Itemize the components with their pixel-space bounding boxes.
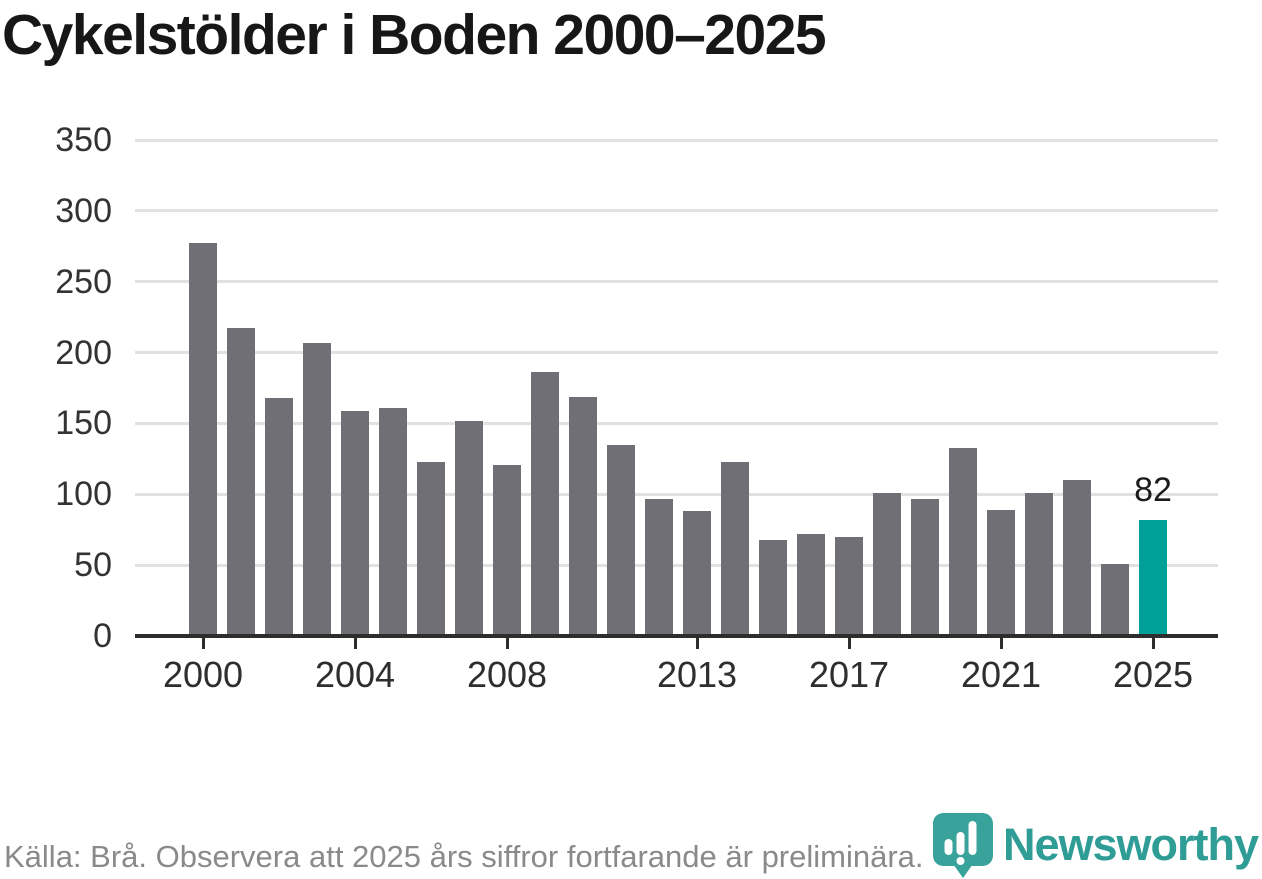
bar-2011: [607, 445, 635, 636]
x-axis-label-2025: 2025: [1112, 654, 1194, 695]
bar-2021: [987, 510, 1015, 636]
y-axis-label: 100: [55, 475, 112, 514]
bar-2015: [759, 540, 787, 636]
logo-bar-tall: [968, 821, 977, 855]
gridline-200: [135, 351, 1218, 355]
bar-2012: [645, 499, 673, 636]
y-axis-label: 150: [55, 404, 112, 443]
x-axis-label-2000: 2000: [162, 654, 244, 695]
bar-2013: [683, 511, 711, 636]
bar-2002: [265, 398, 293, 636]
x-axis-label-2004: 2004: [314, 654, 396, 695]
gridline-350: [135, 138, 1218, 142]
x-axis-tick-2025: [1151, 638, 1155, 649]
bar-2018: [873, 493, 901, 636]
logo-bar-short: [944, 839, 953, 855]
chart-title: Cykelstölder i Boden 2000–2025: [2, 3, 827, 67]
bar-2009: [531, 372, 559, 636]
bar-2006: [417, 462, 445, 636]
gridline-300: [135, 209, 1218, 213]
bar-2010: [569, 397, 597, 636]
bar-2024: [1101, 564, 1129, 636]
newsworthy-logo: Newsworthy: [931, 811, 1259, 879]
x-axis-label-2008: 2008: [466, 654, 548, 695]
y-axis-label: 50: [74, 546, 112, 585]
y-axis-label: 200: [55, 333, 112, 372]
bar-2007: [455, 421, 483, 636]
gridline-100: [135, 492, 1218, 496]
newsworthy-logo-text: Newsworthy: [1003, 819, 1259, 870]
y-axis-label: 300: [55, 191, 112, 230]
bar-2005: [379, 408, 407, 636]
bar-2000: [189, 243, 217, 636]
x-axis-line: [135, 634, 1218, 638]
logo-dot: [956, 857, 965, 865]
bar-2017: [835, 537, 863, 636]
y-axis-label: 350: [55, 121, 112, 159]
bar-2008: [493, 465, 521, 636]
gridline-250: [135, 280, 1218, 284]
bar-2025: [1139, 520, 1167, 636]
logo-bar-medium: [956, 832, 965, 855]
gridline-150: [135, 421, 1218, 425]
bar-2001: [227, 328, 255, 636]
x-axis-tick-2013: [695, 638, 699, 649]
x-axis-tick-2021: [999, 638, 1003, 649]
x-axis-label-2013: 2013: [656, 654, 738, 695]
x-axis-tick-2017: [847, 638, 851, 649]
x-axis-label-2017: 2017: [808, 654, 890, 695]
bar-2003: [303, 343, 331, 636]
source-note: Källa: Brå. Observera att 2025 års siffr…: [4, 839, 924, 874]
x-axis-label-2021: 2021: [960, 654, 1042, 695]
bar-2014: [721, 462, 749, 636]
bar-2004: [341, 411, 369, 636]
x-axis-tick-2004: [353, 638, 357, 649]
bar-2016: [797, 534, 825, 636]
x-axis-tick-2008: [505, 638, 509, 649]
y-axis-label: 0: [93, 617, 112, 655]
bar-2019: [911, 499, 939, 636]
x-axis-tick-2000: [201, 638, 205, 649]
bar-2020: [949, 448, 977, 636]
gridline-50: [135, 563, 1218, 567]
bar-value-label: 82: [1134, 470, 1172, 509]
y-axis-label: 250: [55, 262, 112, 301]
bar-2022: [1025, 493, 1053, 636]
bar-2023: [1063, 480, 1091, 636]
newsworthy-pin-chart-icon: [933, 813, 993, 878]
